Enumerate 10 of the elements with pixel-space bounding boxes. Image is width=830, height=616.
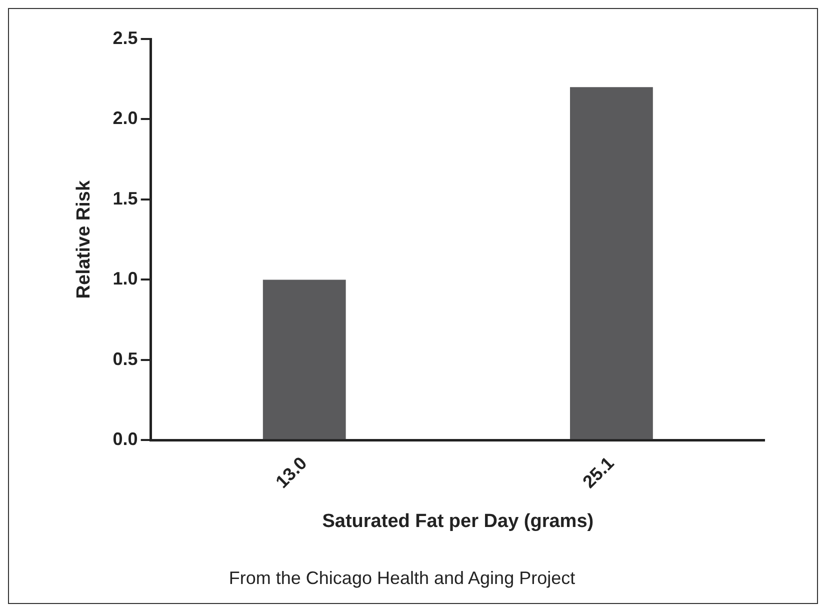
y-tick-label: 0.5 bbox=[112, 348, 138, 369]
y-axis-title: Relative Risk bbox=[74, 180, 95, 299]
x-tick-label: 25.1 bbox=[578, 452, 618, 492]
y-tick-label: 1.5 bbox=[112, 188, 138, 208]
x-axis-title: Saturated Fat per Day (grams) bbox=[322, 510, 594, 532]
text: From the Chicago Health and Aging Project bbox=[228, 568, 576, 588]
y-tick-label: 1.0 bbox=[112, 268, 138, 289]
y-tick-label: 2.0 bbox=[112, 108, 138, 128]
y-tick-label: 2.5 bbox=[112, 28, 138, 48]
y-tick-label: 0.0 bbox=[112, 429, 138, 450]
